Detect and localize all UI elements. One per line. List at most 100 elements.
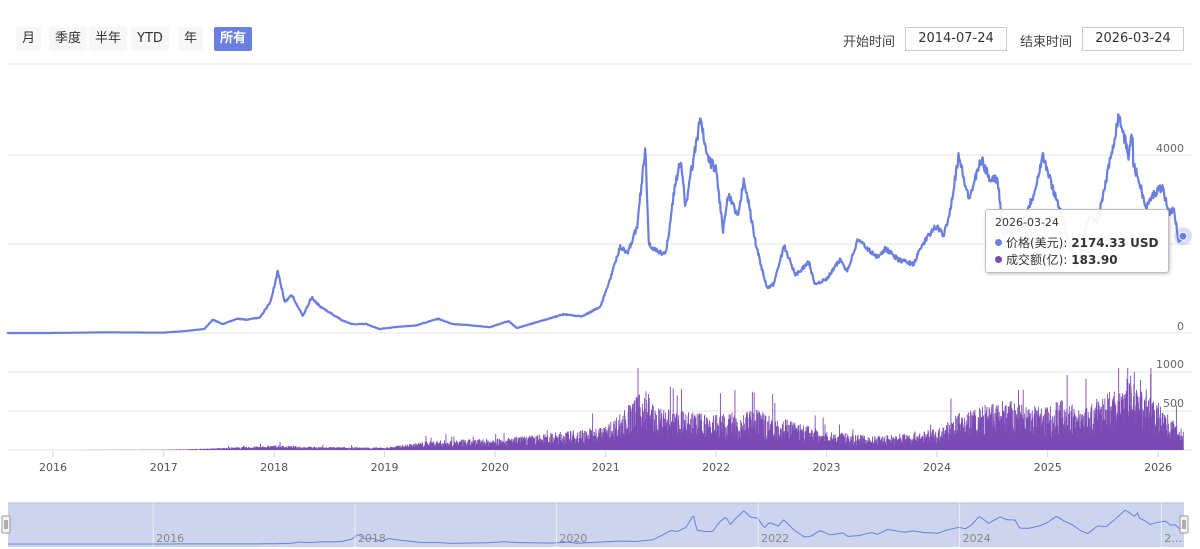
volume-bar xyxy=(981,416,983,450)
volume-bar xyxy=(551,434,553,450)
volume-bar xyxy=(491,442,493,450)
volume-bar xyxy=(947,423,949,450)
volume-bar xyxy=(324,447,326,450)
volume-bar xyxy=(622,415,624,450)
volume-bar xyxy=(505,440,507,450)
volume-bar xyxy=(1157,407,1159,450)
volume-bar xyxy=(187,449,189,450)
volume-bar xyxy=(1113,391,1115,450)
volume-bar xyxy=(228,446,229,450)
volume-bar xyxy=(415,442,417,450)
volume-bar xyxy=(704,414,706,450)
x-axis-label: 2021 xyxy=(592,461,620,474)
volume-bar xyxy=(658,410,660,450)
start-date-input[interactable] xyxy=(905,27,1007,51)
price-line-layer xyxy=(6,113,1192,335)
volume-bar xyxy=(410,444,412,450)
volume-bar xyxy=(1018,390,1019,450)
volume-bar xyxy=(274,445,276,450)
volume-bar xyxy=(983,415,985,450)
volume-bar xyxy=(547,435,549,450)
volume-bar xyxy=(844,433,846,450)
volume-bar xyxy=(218,448,220,450)
volume-bar xyxy=(1055,401,1057,450)
volume-bar xyxy=(819,436,821,450)
volume-series-dot-icon xyxy=(995,256,1002,263)
volume-bar xyxy=(281,446,282,450)
volume-bar xyxy=(858,439,860,450)
volume-bar xyxy=(376,448,378,450)
volume-bar xyxy=(776,420,778,450)
volume-bar xyxy=(982,407,983,450)
navigator-x-label: 2... xyxy=(1164,532,1182,545)
price-tick-label: 0 xyxy=(1177,320,1184,333)
volume-bar xyxy=(930,424,932,450)
volume-bar xyxy=(238,448,240,450)
x-axis-label: 2017 xyxy=(150,461,178,474)
volume-bar xyxy=(726,425,728,450)
volume-bar xyxy=(297,446,299,450)
volume-bar xyxy=(926,433,928,450)
volume-bar xyxy=(1145,389,1147,450)
range-button-all[interactable]: 所有 xyxy=(214,27,253,51)
volume-bar xyxy=(409,444,411,450)
volume-bar xyxy=(855,435,856,450)
volume-bar xyxy=(846,433,848,450)
end-date-input[interactable] xyxy=(1082,27,1184,51)
volume-bar xyxy=(832,434,834,450)
volume-bar xyxy=(953,422,954,450)
volume-bar xyxy=(1071,404,1073,450)
navigator-right-handle[interactable] xyxy=(1179,515,1189,534)
volume-bar xyxy=(772,393,774,450)
volume-bar xyxy=(634,400,636,450)
x-axis-label: 2024 xyxy=(923,461,951,474)
range-button-year[interactable]: 年 xyxy=(178,27,204,51)
volume-bar xyxy=(563,436,565,450)
volume-bar xyxy=(636,396,638,450)
range-button-half-year[interactable]: 半年 xyxy=(89,27,128,51)
navigator-selected-range[interactable] xyxy=(8,503,1184,547)
volume-bar xyxy=(630,408,632,450)
volume-bar xyxy=(314,446,315,450)
volume-bar xyxy=(322,444,324,450)
volume-bar xyxy=(357,447,359,450)
volume-bar xyxy=(429,442,431,450)
volume-bar xyxy=(1076,417,1078,450)
volume-bar xyxy=(872,436,873,450)
volume-bar xyxy=(1004,405,1006,450)
x-axis-label: 2022 xyxy=(702,461,730,474)
volume-bar xyxy=(348,447,350,450)
volume-bar xyxy=(827,436,828,450)
volume-bar xyxy=(1078,410,1080,450)
volume-bar xyxy=(734,389,736,450)
navigator-x-label: 2022 xyxy=(761,532,789,545)
range-button-quarter[interactable]: 季度 xyxy=(49,27,88,51)
range-button-month[interactable]: 月 xyxy=(16,27,42,51)
range-button-ytd[interactable]: YTD xyxy=(131,27,169,51)
volume-bar xyxy=(642,409,644,450)
volume-bar xyxy=(433,442,435,450)
volume-bar xyxy=(1010,401,1012,450)
volume-bar xyxy=(666,419,668,450)
volume-bar xyxy=(226,448,228,450)
volume-bar xyxy=(522,438,524,450)
volume-bar xyxy=(505,441,506,450)
volume-bar xyxy=(532,436,534,450)
volume-bar xyxy=(1014,403,1015,450)
volume-bar xyxy=(224,447,226,450)
volume-bar xyxy=(600,427,602,450)
volume-bar xyxy=(1153,412,1155,450)
volume-bar xyxy=(688,423,690,450)
price-tick-label: 4000 xyxy=(1156,142,1184,155)
navigator-left-handle[interactable] xyxy=(1,515,11,534)
volume-bar xyxy=(403,446,405,450)
volume-bar xyxy=(1050,419,1052,450)
volume-bar xyxy=(616,417,618,450)
volume-bar xyxy=(399,445,401,450)
volume-bar xyxy=(774,402,776,450)
volume-bar xyxy=(763,419,765,450)
volume-bar xyxy=(761,415,763,450)
volume-bar xyxy=(258,447,260,450)
volume-bar xyxy=(852,436,854,450)
